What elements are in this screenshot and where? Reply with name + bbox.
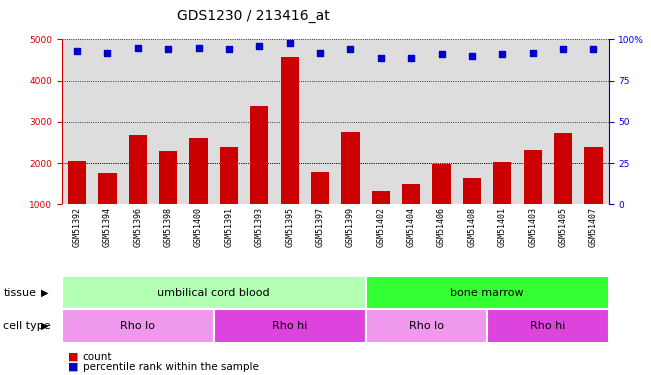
Text: percentile rank within the sample: percentile rank within the sample (83, 362, 258, 372)
Bar (493, 162, 512, 246)
Bar (98, 173, 117, 246)
Point (72, 48, 82, 54)
Text: GSM51400: GSM51400 (194, 207, 203, 246)
Point (254, 43, 264, 49)
Text: GSM51397: GSM51397 (316, 207, 325, 246)
Text: GSM51404: GSM51404 (407, 207, 416, 246)
Text: GSM51393: GSM51393 (255, 207, 264, 246)
Text: GSM51395: GSM51395 (285, 207, 294, 246)
Text: cell type: cell type (3, 321, 51, 331)
Bar (220, 147, 238, 246)
Text: tissue: tissue (3, 288, 36, 297)
Bar (402, 184, 421, 246)
Bar (341, 132, 359, 246)
Bar (366, 309, 487, 343)
Text: ▶: ▶ (41, 288, 49, 297)
Text: GSM51408: GSM51408 (467, 207, 477, 246)
Point (224, 46, 234, 52)
Text: Rho hi: Rho hi (272, 321, 307, 331)
Text: GSM51407: GSM51407 (589, 207, 598, 246)
Text: bone marrow: bone marrow (450, 288, 524, 297)
Point (163, 46, 173, 52)
Bar (129, 135, 147, 246)
Point (558, 46, 568, 52)
Text: GSM51401: GSM51401 (498, 207, 507, 246)
Bar (62, 276, 366, 309)
Text: GSM51392: GSM51392 (72, 207, 81, 246)
Bar (523, 150, 542, 246)
Bar (62, 309, 214, 343)
Bar (432, 164, 450, 246)
Text: Rho hi: Rho hi (530, 321, 566, 331)
Text: Rho lo: Rho lo (120, 321, 156, 331)
Bar (487, 309, 609, 343)
Text: Rho lo: Rho lo (409, 321, 444, 331)
Point (467, 53, 477, 59)
Text: ■: ■ (68, 362, 79, 372)
Bar (366, 276, 609, 309)
Bar (68, 161, 86, 246)
Point (589, 46, 599, 52)
Bar (189, 138, 208, 246)
Text: GSM51402: GSM51402 (376, 207, 385, 246)
Point (193, 45, 204, 51)
Text: GSM51406: GSM51406 (437, 207, 446, 246)
Text: umbilical cord blood: umbilical cord blood (158, 288, 270, 297)
Bar (250, 106, 268, 246)
Point (527, 50, 538, 55)
Bar (554, 134, 572, 246)
Text: GSM51403: GSM51403 (528, 207, 537, 246)
Text: GSM51399: GSM51399 (346, 207, 355, 246)
Bar (372, 191, 390, 246)
Text: GSM51391: GSM51391 (225, 207, 234, 246)
Point (133, 45, 143, 51)
Point (284, 40, 295, 46)
Bar (463, 178, 481, 246)
Text: GSM51405: GSM51405 (559, 207, 568, 246)
Text: GSM51398: GSM51398 (163, 207, 173, 246)
Bar (159, 151, 177, 246)
Text: ■: ■ (68, 352, 79, 362)
Point (376, 54, 386, 60)
Point (315, 50, 326, 55)
Text: GSM51396: GSM51396 (133, 207, 143, 246)
Point (345, 46, 355, 52)
Bar (585, 147, 603, 246)
Point (436, 51, 447, 57)
Bar (311, 172, 329, 246)
Text: GSM51394: GSM51394 (103, 207, 112, 246)
Text: ▶: ▶ (41, 321, 49, 331)
Text: GDS1230 / 213416_at: GDS1230 / 213416_at (177, 9, 329, 23)
Bar (281, 57, 299, 246)
Text: count: count (83, 352, 112, 362)
Point (497, 51, 508, 57)
Bar (214, 309, 366, 343)
Point (102, 50, 113, 55)
Point (406, 54, 417, 60)
